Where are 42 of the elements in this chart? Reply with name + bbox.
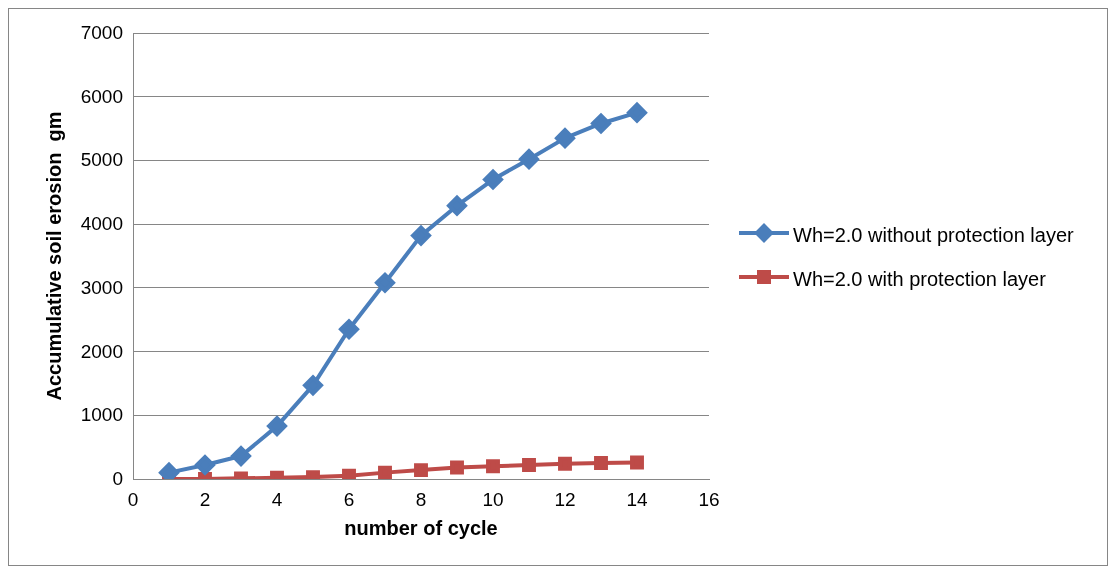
- point: [303, 375, 323, 396]
- point: [522, 458, 536, 472]
- point: [231, 446, 251, 467]
- point: [447, 195, 467, 216]
- point: [375, 272, 395, 293]
- point: [591, 113, 611, 134]
- point: [594, 456, 608, 471]
- legend-label: Wh=2.0 without protection layer: [793, 223, 1074, 248]
- y-tick-label: 4000: [80, 213, 123, 236]
- y-tick-label: 5000: [80, 149, 123, 172]
- point: [519, 149, 539, 170]
- y-tick-label: 3000: [80, 276, 123, 299]
- y-tick-label: 2000: [80, 340, 123, 363]
- point: [630, 455, 644, 470]
- y-tick-label: 6000: [80, 85, 123, 108]
- point: [483, 169, 503, 190]
- legend-label: Wh=2.0 with protection layer: [793, 267, 1046, 292]
- x-tick-label: 2: [199, 489, 211, 511]
- point: [486, 459, 500, 474]
- point: [627, 102, 647, 123]
- point: [558, 456, 572, 471]
- point: [555, 128, 575, 149]
- x-axis-title: number of cycle: [344, 516, 498, 539]
- y-tick-label: 0: [112, 468, 123, 490]
- y-tick-label: 7000: [80, 22, 123, 44]
- x-tick-label: 8: [415, 489, 427, 511]
- point: [339, 319, 359, 340]
- y-axis-title: Accumulative soil erosion gm: [42, 111, 65, 401]
- point: [450, 460, 464, 475]
- x-tick-label: 0: [127, 489, 139, 511]
- x-tick-label: 14: [626, 489, 648, 511]
- point: [414, 463, 428, 478]
- x-tick-label: 6: [343, 489, 355, 511]
- point: [267, 416, 287, 437]
- point: [195, 454, 215, 475]
- point: [378, 465, 392, 479]
- x-tick-label: 12: [554, 489, 576, 511]
- y-tick-label: 1000: [80, 404, 123, 427]
- point: [411, 225, 431, 246]
- x-tick-label: 10: [482, 489, 504, 511]
- x-tick-label: 16: [698, 489, 720, 511]
- x-tick-label: 4: [271, 489, 283, 511]
